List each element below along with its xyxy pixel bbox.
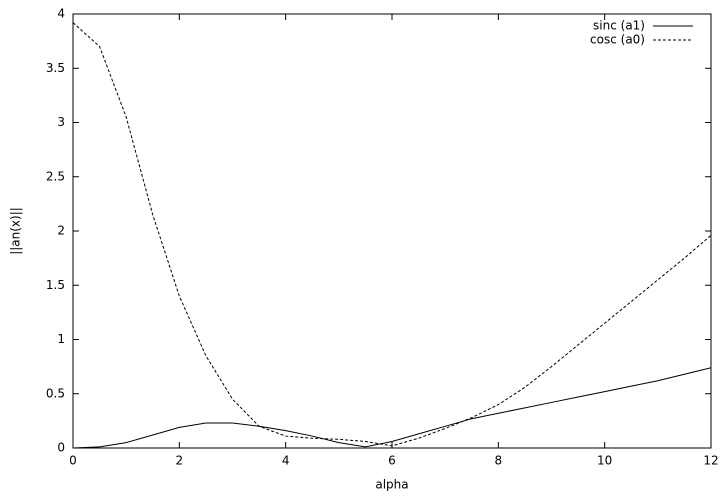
y-tick-label: 3 bbox=[57, 115, 65, 129]
y-axis-label: ||an(x)|| bbox=[9, 207, 23, 255]
y-tick-label: 1.5 bbox=[46, 278, 65, 292]
series-line bbox=[72, 22, 712, 447]
x-tick-label: 6 bbox=[388, 454, 396, 468]
y-tick-label: 0 bbox=[57, 441, 65, 455]
series-line bbox=[72, 367, 712, 449]
x-tick-label: 0 bbox=[69, 454, 77, 468]
y-tick-label: 2.5 bbox=[46, 169, 65, 183]
y-tick-label: 2 bbox=[57, 224, 65, 238]
x-tick-label: 2 bbox=[176, 454, 184, 468]
x-tick-label: 10 bbox=[597, 454, 612, 468]
x-tick-label: 4 bbox=[282, 454, 290, 468]
x-tick-label: 8 bbox=[495, 454, 503, 468]
x-axis-label: alpha bbox=[375, 478, 408, 492]
plot-frame bbox=[72, 13, 712, 449]
y-tick-label: 0.5 bbox=[46, 386, 65, 400]
x-tick-label: 12 bbox=[703, 454, 718, 468]
legend-label: cosc (a0) bbox=[590, 33, 645, 47]
y-tick-label: 3.5 bbox=[46, 61, 65, 75]
legend-label: sinc (a1) bbox=[593, 19, 645, 33]
y-tick-label: 1 bbox=[57, 332, 65, 346]
y-tick-label: 4 bbox=[57, 7, 65, 21]
